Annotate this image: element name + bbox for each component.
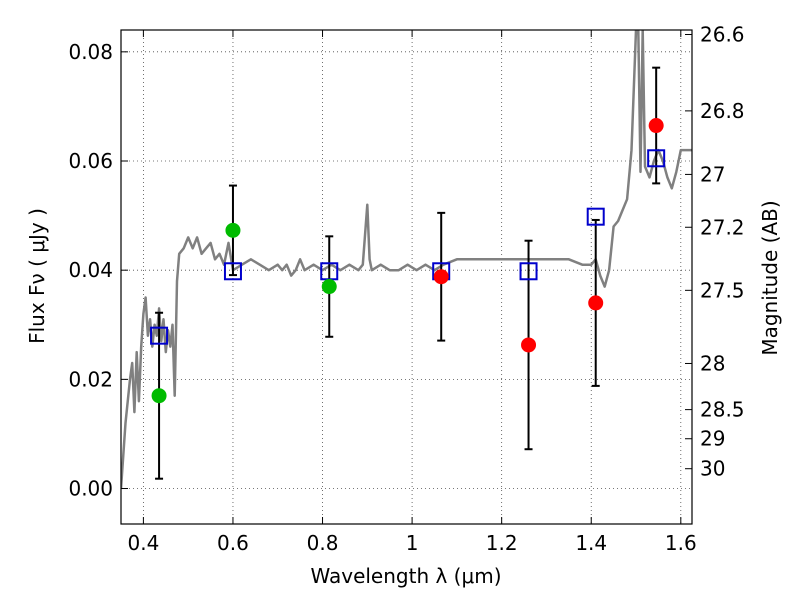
mag-tick-label: 27.2 (700, 215, 745, 239)
y-tick-label: 0.04 (68, 258, 113, 282)
plot-area (121, 30, 692, 489)
model-photometry-square (519, 262, 538, 281)
model-photometry-square (223, 262, 242, 281)
y2-axis-title: Magnitude (AB) (758, 200, 782, 355)
observed-point-green (151, 388, 167, 404)
tick-labels: 0.4 0.6 0.8 1 1.2 1.4 1.6 0.00 0.02 0.04 0.06 0.08 2… (68, 22, 744, 555)
observed-point-red (588, 295, 604, 311)
model-spectrum-line (121, 30, 692, 489)
axes (120, 29, 693, 525)
model-photometry-square (586, 207, 605, 226)
x-tick-label: 0.8 (307, 531, 339, 555)
x-tick-label: 1 (406, 531, 419, 555)
model-photometry-square (647, 149, 666, 168)
model-photometry-square (150, 326, 169, 345)
observed-point-red (648, 118, 664, 134)
x-tick-label: 0.4 (127, 531, 159, 555)
y-tick-label: 0.02 (68, 367, 113, 391)
x-tick-label: 1.6 (665, 531, 697, 555)
y-axis-title: Flux Fν ( μJy ) (25, 208, 49, 344)
mag-tick-label: 27.5 (700, 278, 745, 302)
y-tick-label: 0.08 (68, 40, 113, 64)
x-tick-label: 0.6 (217, 531, 249, 555)
x-tick-label: 1.2 (486, 531, 518, 555)
mag-tick-label: 29 (700, 427, 725, 451)
observed-point-red (433, 269, 449, 285)
mag-tick-label: 28.5 (700, 398, 745, 422)
mag-tick-label: 26.6 (700, 22, 745, 46)
mag-tick-label: 26.8 (700, 99, 745, 123)
y-tick-label: 0.00 (68, 477, 113, 501)
x-tick-label: 1.4 (575, 531, 607, 555)
mag-tick-label: 27 (700, 162, 725, 186)
x-axis-title: Wavelength λ (μm) (310, 564, 501, 588)
y-tick-label: 0.06 (68, 149, 113, 173)
observed-point-red (521, 337, 537, 353)
observed-point-green (321, 279, 337, 295)
observed-point-green (225, 222, 241, 238)
mag-tick-label: 30 (700, 457, 725, 481)
plot-frame (120, 29, 693, 525)
mag-tick-label: 28 (700, 351, 725, 375)
